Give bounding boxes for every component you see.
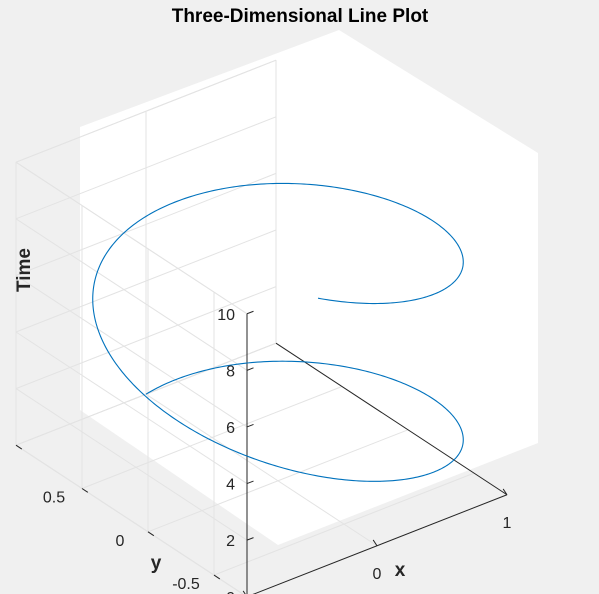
z-tick-label: 10 (217, 307, 235, 324)
z-tick (246, 537, 254, 541)
x-tick-label: 0 (373, 566, 382, 583)
y-tick-label: 0 (116, 533, 125, 550)
box-back-edge (15, 161, 248, 315)
x-tick (372, 539, 378, 547)
z-tick-label: 8 (226, 363, 235, 380)
y-grid-line-floor (213, 472, 475, 576)
z-tick (246, 423, 254, 428)
box-back-edge (15, 59, 277, 163)
x-tick-label: 1 (503, 515, 512, 532)
z-grid-line-left-wall (15, 274, 248, 428)
grid-lines (15, 59, 508, 594)
y-axis-line (275, 342, 508, 496)
x-axis-label: x (395, 560, 406, 581)
z-tick-label: 2 (226, 533, 235, 550)
chart-title: Three-Dimensional Line Plot (172, 6, 429, 27)
x-grid-line-floor (145, 393, 378, 547)
x-tick (502, 488, 508, 496)
z-grid-line-left-wall (15, 388, 248, 541)
y-tick (213, 574, 221, 580)
z-tick (246, 480, 254, 485)
z-tick-label: 0 (226, 590, 235, 594)
axes-background (80, 30, 538, 545)
z-axis-label: Time (14, 248, 35, 292)
z-tick (246, 310, 254, 315)
z-grid-line-back-wall (15, 229, 277, 333)
z-grid-line-left-wall (15, 218, 248, 371)
y-tick (15, 444, 23, 450)
tick-marks (15, 310, 508, 594)
z-grid-line-back-wall (15, 172, 277, 276)
z-tick (246, 367, 254, 371)
y-axis-label: y (151, 553, 162, 574)
y-tick (81, 488, 89, 493)
z-tick-label: 6 (226, 420, 235, 437)
y-grid-line-floor (147, 429, 409, 533)
tick-labels: -101-0.500.510246810 (43, 307, 512, 594)
y-tick-label: -0.5 (172, 576, 200, 593)
y-tick-label: 0.5 (43, 490, 65, 507)
box-back-edge (15, 444, 244, 594)
y-grid-line-floor (81, 386, 343, 489)
z-grid-line-back-wall (15, 116, 277, 220)
series-line (92, 182, 464, 482)
series-layer (92, 182, 464, 482)
z-tick-label: 4 (226, 477, 235, 494)
z-grid-line-back-wall (15, 286, 277, 390)
y-tick (147, 531, 155, 537)
z-grid-line-left-wall (15, 331, 248, 484)
